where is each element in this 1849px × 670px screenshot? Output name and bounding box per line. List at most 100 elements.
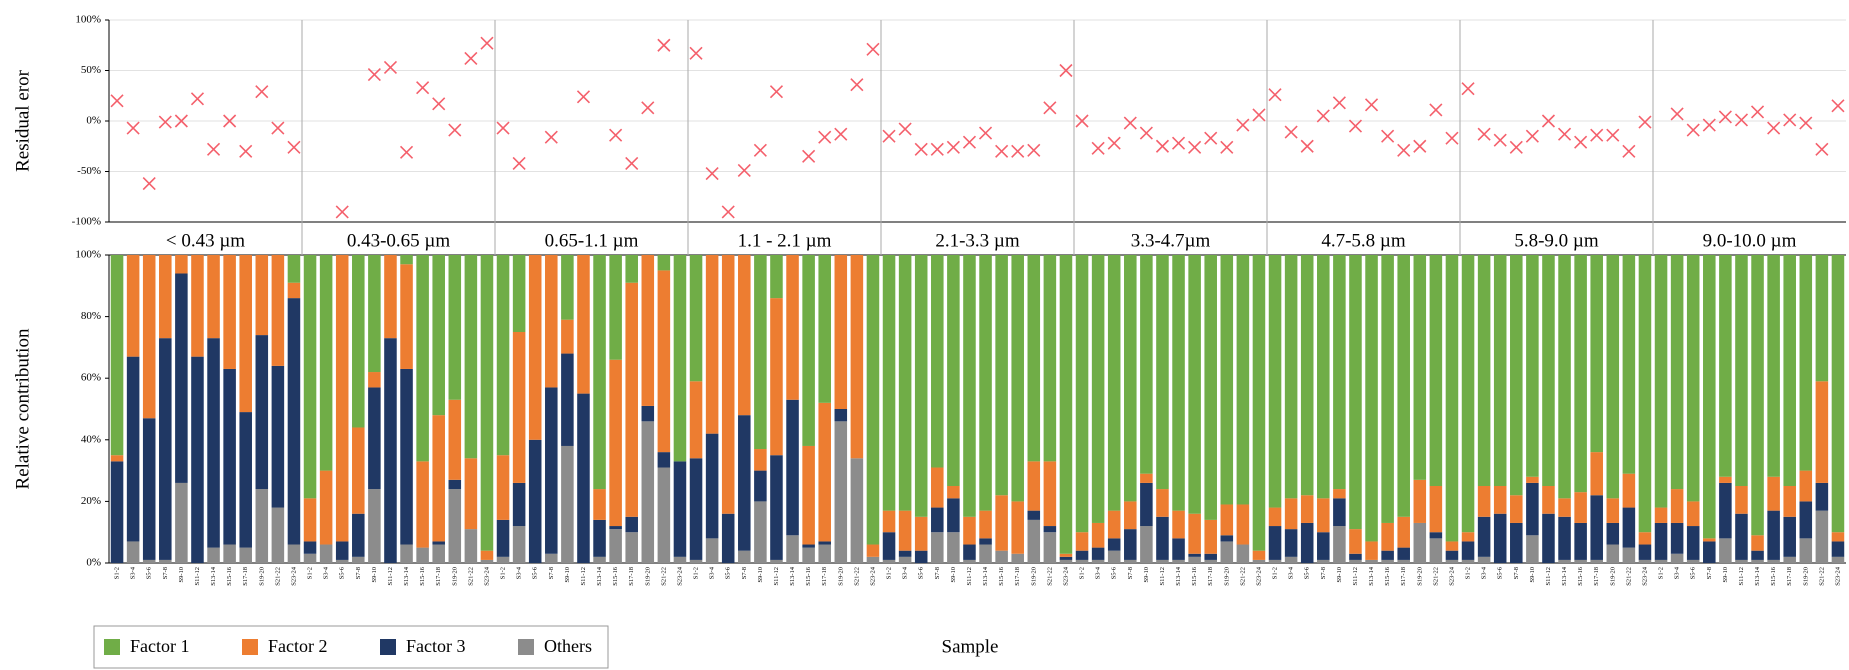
bar-segment	[1317, 498, 1330, 533]
y-tick-label: 100%	[75, 14, 101, 26]
bar-segment	[1445, 550, 1459, 560]
x-tick-label: S13-14	[982, 566, 989, 586]
bar-segment	[898, 550, 912, 557]
marker	[1461, 82, 1475, 96]
marker	[1767, 121, 1781, 135]
x-tick-label: S15-16	[998, 566, 1005, 586]
x-tick-label: S23-24	[1062, 566, 1069, 586]
bar-segment	[721, 255, 735, 514]
bar-segment	[1381, 522, 1394, 551]
bar-segment	[1091, 547, 1105, 560]
x-tick-label: S15-16	[805, 566, 812, 586]
marker	[1091, 141, 1105, 155]
bar-segment	[963, 544, 976, 560]
group-label: 9.0-10.0 µm	[1703, 230, 1797, 251]
bar-segment	[1397, 559, 1410, 563]
bar-segment	[480, 550, 494, 560]
bar-segment	[1590, 452, 1603, 496]
bar-segment	[1172, 510, 1185, 539]
x-tick-label: S9-10	[371, 567, 378, 583]
bar-segment	[1172, 255, 1185, 511]
x-tick-label: S5-6	[1111, 566, 1118, 579]
bar-segment	[770, 255, 783, 299]
bar-segment	[1236, 255, 1250, 505]
bar-segment	[1413, 255, 1427, 480]
marker	[1123, 116, 1137, 130]
bar-segment	[335, 559, 349, 563]
bar-segment	[512, 482, 526, 527]
bar-segment	[1767, 255, 1780, 477]
marker	[1043, 101, 1057, 115]
marker	[1783, 113, 1797, 127]
bar-segment	[1686, 526, 1700, 560]
bar-segment	[1654, 507, 1668, 523]
bar-segment	[1445, 541, 1459, 551]
bar-segment	[866, 544, 880, 557]
bar-segment	[1140, 255, 1153, 474]
bar-segment	[1188, 556, 1201, 563]
bar-segment	[1558, 255, 1571, 499]
bar-segment	[110, 455, 124, 462]
bar-segment	[545, 255, 558, 388]
bar-segment	[1590, 559, 1603, 563]
bar-segment	[1220, 535, 1234, 542]
bar-segment	[432, 255, 445, 416]
bar-segment	[1606, 255, 1620, 499]
bar-segment	[834, 421, 848, 563]
bar-segment	[319, 470, 333, 545]
bar-segment	[738, 415, 751, 551]
bar-segment	[239, 547, 252, 563]
bar-segment	[1477, 255, 1491, 486]
bar-segment	[1268, 507, 1282, 527]
x-tick-label: S3-4	[1288, 566, 1295, 579]
marker	[512, 156, 526, 170]
marker	[1831, 99, 1845, 113]
marker	[1606, 128, 1620, 142]
bar-segment	[931, 255, 944, 468]
bar-segment	[239, 255, 252, 413]
bar-segment	[142, 255, 156, 419]
marker	[769, 85, 784, 99]
bar-segment	[705, 538, 719, 563]
marker	[1155, 139, 1170, 153]
x-tick-label: S9-10	[757, 567, 764, 583]
y-tick-label: 40%	[81, 433, 101, 445]
legend-label: Factor 2	[268, 636, 327, 656]
bar-segment	[866, 255, 880, 545]
bar-segment	[512, 255, 526, 332]
legend-swatch	[380, 639, 396, 655]
marker	[416, 81, 430, 95]
bar-segment	[1542, 486, 1555, 514]
y-tick-label: 0%	[86, 557, 101, 569]
bar-segment	[287, 282, 301, 299]
marker	[721, 205, 735, 219]
bar-segment	[1493, 255, 1507, 486]
bar-segment	[1236, 544, 1250, 563]
bar-segment	[1815, 255, 1829, 382]
bar-segment	[979, 538, 992, 545]
bar-segment	[512, 526, 526, 563]
x-tick-label: S9-10	[1143, 567, 1150, 583]
bar-segment	[1091, 522, 1105, 548]
bar-segment	[496, 519, 510, 557]
marker	[1011, 144, 1025, 158]
bar-segment	[1349, 255, 1362, 530]
bar-segment	[1381, 550, 1394, 560]
bar-segment	[1686, 559, 1700, 563]
bar-segment	[1107, 510, 1121, 539]
x-tick-label: S13-14	[1754, 566, 1761, 586]
bar-segment	[1043, 526, 1057, 533]
bar-segment	[368, 255, 381, 373]
x-tick-label: S19-20	[1802, 567, 1809, 586]
bar-segment	[1461, 255, 1475, 533]
marker	[995, 144, 1009, 158]
x-tick-label: S7-8	[548, 567, 555, 579]
bar-segment	[1252, 559, 1266, 563]
bar-segment	[335, 541, 349, 560]
bar-segment	[1670, 522, 1684, 554]
marker	[1413, 139, 1427, 153]
x-tick-label: S7-8	[355, 567, 362, 579]
bar-segment	[561, 353, 574, 446]
x-tick-label: S13-14	[210, 566, 217, 586]
bar-segment	[1365, 255, 1378, 542]
